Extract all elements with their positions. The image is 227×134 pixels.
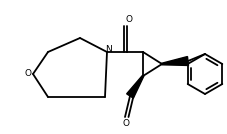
Polygon shape: [126, 76, 143, 98]
Text: O: O: [122, 120, 129, 129]
Text: O: O: [125, 14, 132, 23]
Polygon shape: [161, 57, 188, 66]
Text: O: O: [24, 70, 31, 79]
Text: N: N: [105, 46, 112, 55]
